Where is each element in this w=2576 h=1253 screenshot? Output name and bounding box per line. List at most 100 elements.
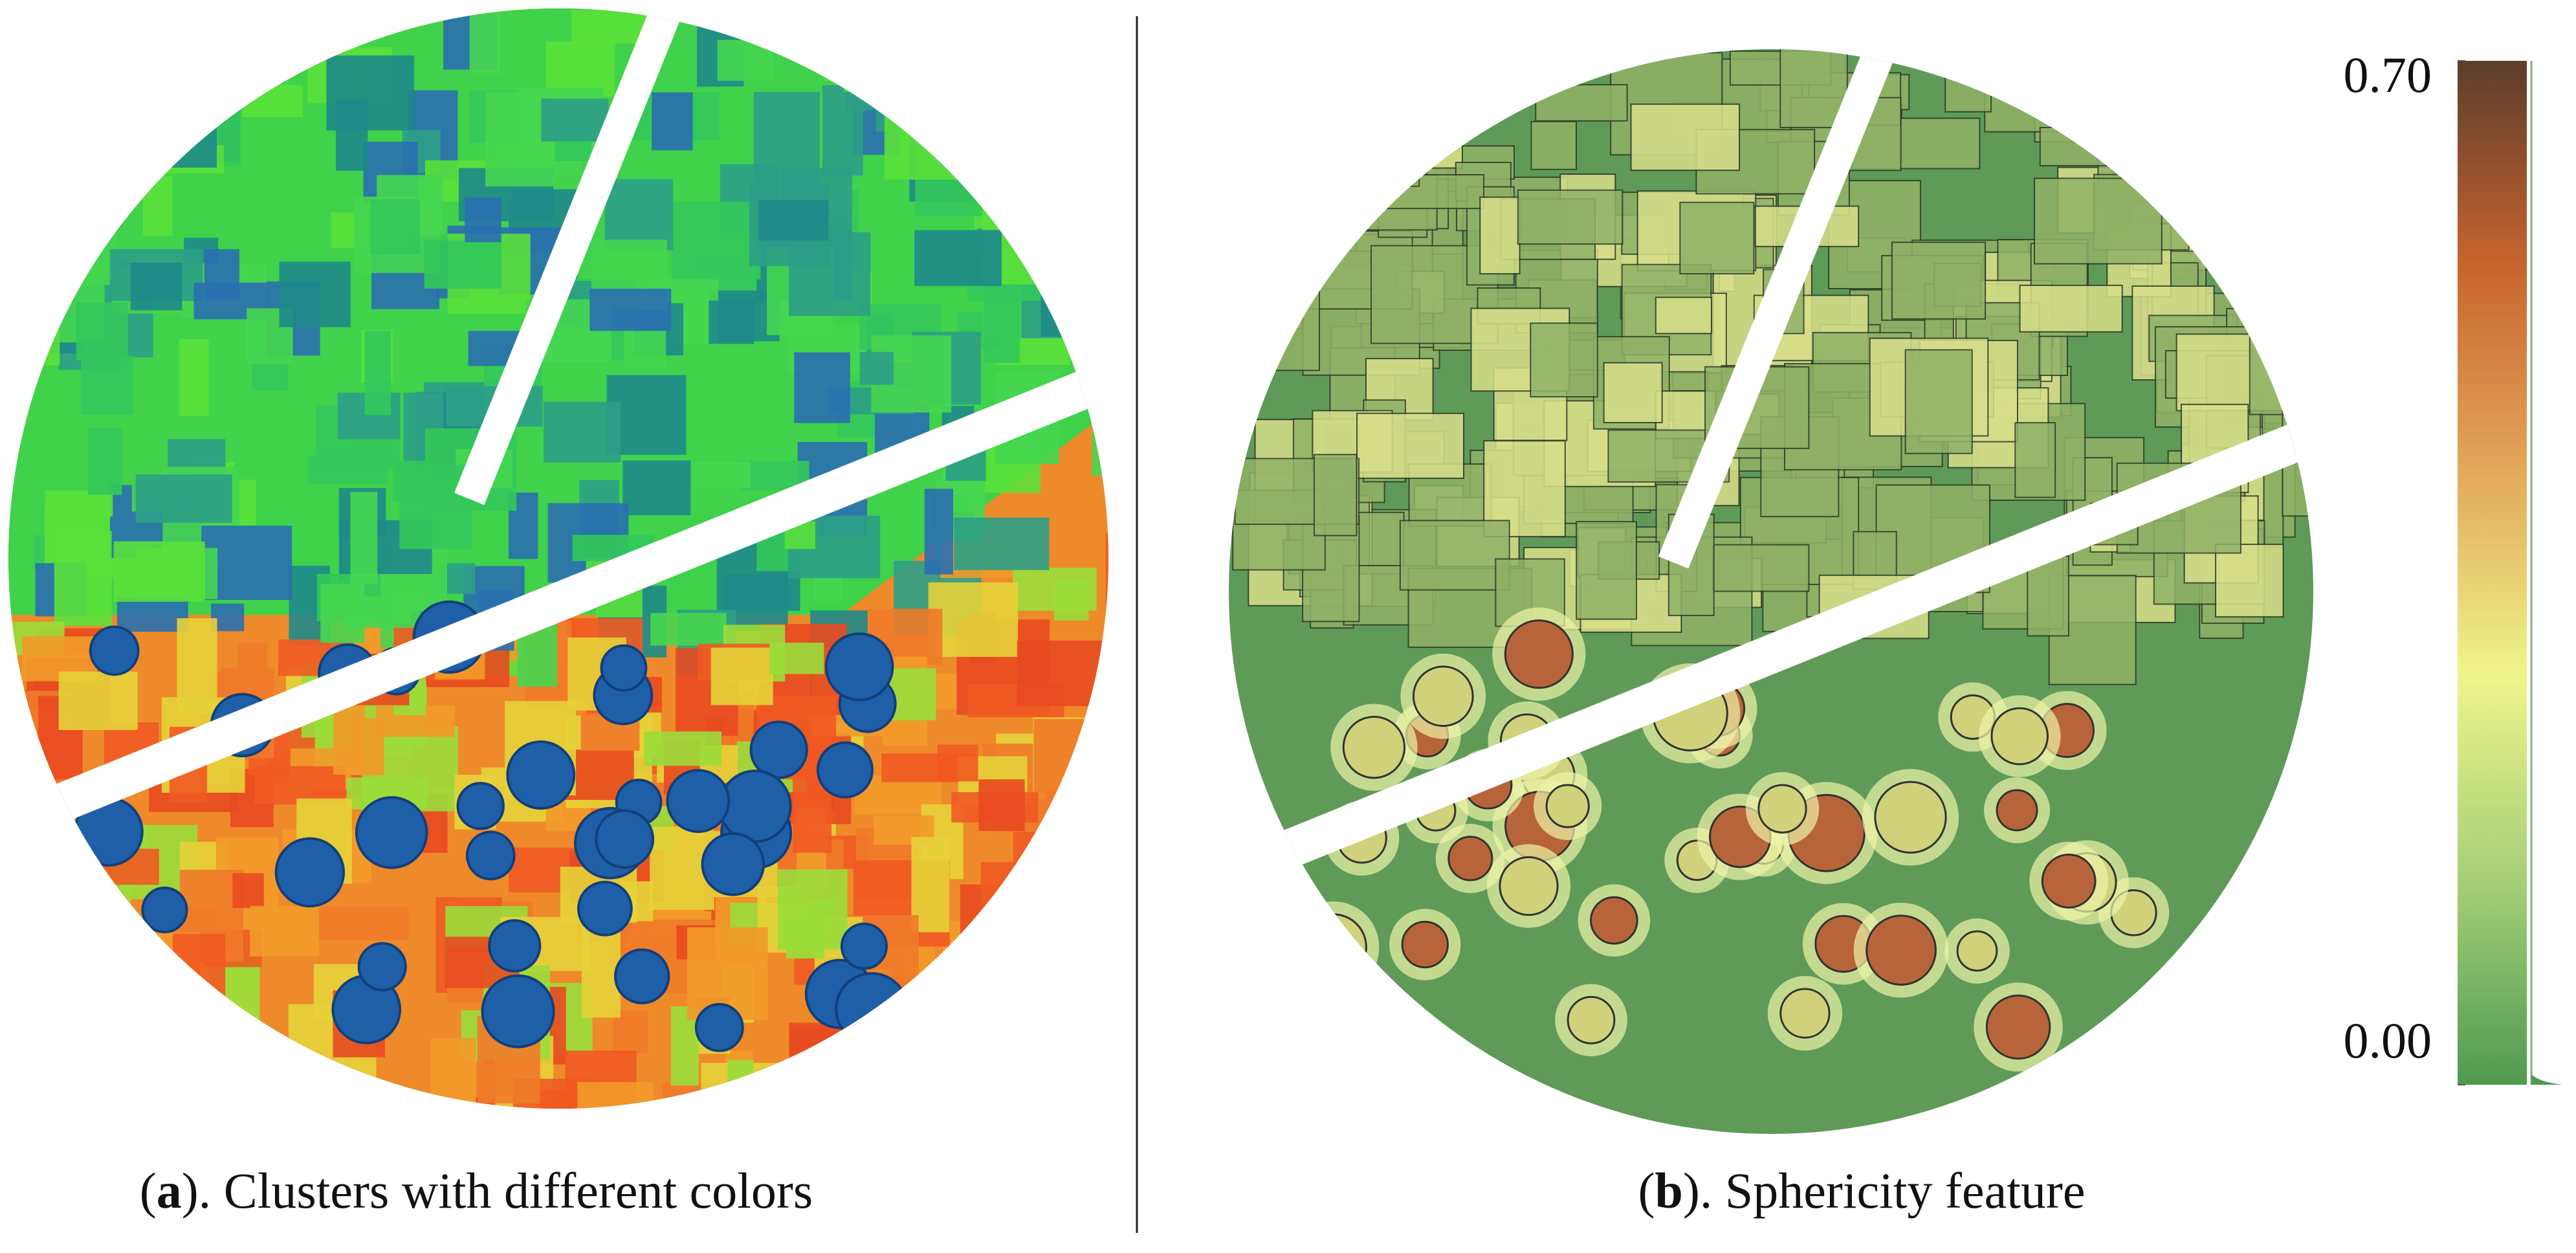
caption-text: ). Sphericity feature: [1683, 1162, 2086, 1219]
tree: [506, 740, 576, 810]
cluster: [1092, 958, 1108, 1033]
tree: [613, 948, 670, 1004]
cluster: [1048, 8, 1084, 56]
cluster: [1013, 831, 1039, 895]
roof: [1944, 65, 1992, 113]
cluster: [967, 42, 1053, 130]
tree: [1401, 920, 1449, 969]
cluster: [798, 1114, 885, 1153]
roof: [2276, 64, 2313, 142]
cluster: [1139, 1132, 1178, 1190]
tree: [1499, 856, 1559, 916]
cluster: [824, 8, 875, 82]
cluster: [1073, 805, 1108, 890]
roof: [1399, 520, 1510, 591]
cluster: [985, 926, 1027, 993]
roof: [1530, 322, 1598, 398]
cluster: [242, 85, 303, 118]
cluster: [978, 960, 1049, 994]
cluster: [789, 232, 871, 316]
cluster: [1105, 533, 1108, 612]
cluster: [1115, 801, 1189, 839]
roof: [2241, 49, 2313, 131]
roof: [2180, 159, 2303, 214]
roof: [1299, 78, 1423, 173]
cluster: [324, 1119, 364, 1164]
colorbar-histogram: [2531, 1074, 2562, 1085]
cluster: [1050, 920, 1085, 982]
cluster: [1035, 278, 1104, 307]
roof: [1479, 196, 1521, 274]
cluster: [370, 199, 420, 254]
cluster: [17, 71, 72, 148]
roof: [1284, 165, 1350, 268]
caption-b: (b). Sphericity feature: [1638, 1162, 2086, 1219]
cluster: [589, 289, 672, 331]
roof: [1904, 349, 1973, 454]
roof: [2300, 288, 2313, 399]
tree: [718, 770, 792, 843]
caption-letter: a: [157, 1162, 182, 1219]
tree-halo: [1304, 997, 1381, 1074]
roof: [1336, 115, 1463, 169]
roof: [1345, 67, 1404, 126]
cluster: [1119, 543, 1165, 606]
cluster: [937, 744, 978, 782]
roof: [2208, 78, 2313, 139]
cluster: [1000, 971, 1056, 1023]
cluster: [279, 261, 351, 327]
tree: [600, 644, 648, 692]
cluster: [709, 300, 754, 344]
roof: [1603, 362, 1663, 424]
roof: [2300, 368, 2313, 473]
cluster: [920, 1125, 989, 1193]
cluster: [28, 868, 98, 946]
cluster: [672, 201, 761, 280]
roof: [2315, 377, 2394, 421]
roof: [2262, 227, 2313, 291]
cluster: [1050, 1007, 1108, 1097]
cluster: [135, 474, 232, 523]
cluster: [109, 45, 142, 120]
roof: [2108, 102, 2157, 149]
cluster: [105, 131, 135, 198]
cluster: [914, 230, 1002, 286]
caption-a: (a). Clusters with different colors: [140, 1162, 813, 1219]
cluster: [1026, 1078, 1084, 1109]
roof: [1517, 189, 1624, 245]
cluster: [172, 933, 226, 1022]
tree: [577, 880, 633, 937]
cluster: [644, 731, 722, 766]
cluster: [254, 766, 346, 804]
tree: [465, 830, 516, 881]
tree: [694, 1003, 744, 1052]
cluster: [32, 957, 67, 1001]
cluster: [577, 1081, 654, 1109]
street: [1229, 377, 2313, 899]
roof: [2019, 284, 2123, 333]
cluster: [88, 428, 122, 495]
cluster: [976, 926, 1026, 986]
cluster: [1120, 924, 1159, 1018]
cluster: [710, 647, 773, 705]
cluster: [794, 352, 850, 423]
cluster: [1080, 1087, 1108, 1109]
roof: [2215, 544, 2284, 618]
cluster: [841, 1088, 923, 1109]
roof: [2249, 217, 2313, 294]
roof: [2249, 320, 2313, 416]
cluster: [830, 1123, 869, 1183]
sphericity-cloud: [1229, 49, 2439, 1134]
colorbar-tick-label: 0.70: [2344, 47, 2432, 103]
cluster: [173, 23, 241, 83]
cluster: [843, 23, 893, 92]
cluster: [1056, 1131, 1126, 1161]
tree: [840, 922, 888, 970]
cluster: [984, 111, 1048, 167]
tree: [816, 741, 874, 799]
roof: [2316, 388, 2439, 429]
cluster: [1052, 885, 1108, 943]
tree: [1545, 784, 1590, 828]
cluster: [105, 1013, 151, 1102]
